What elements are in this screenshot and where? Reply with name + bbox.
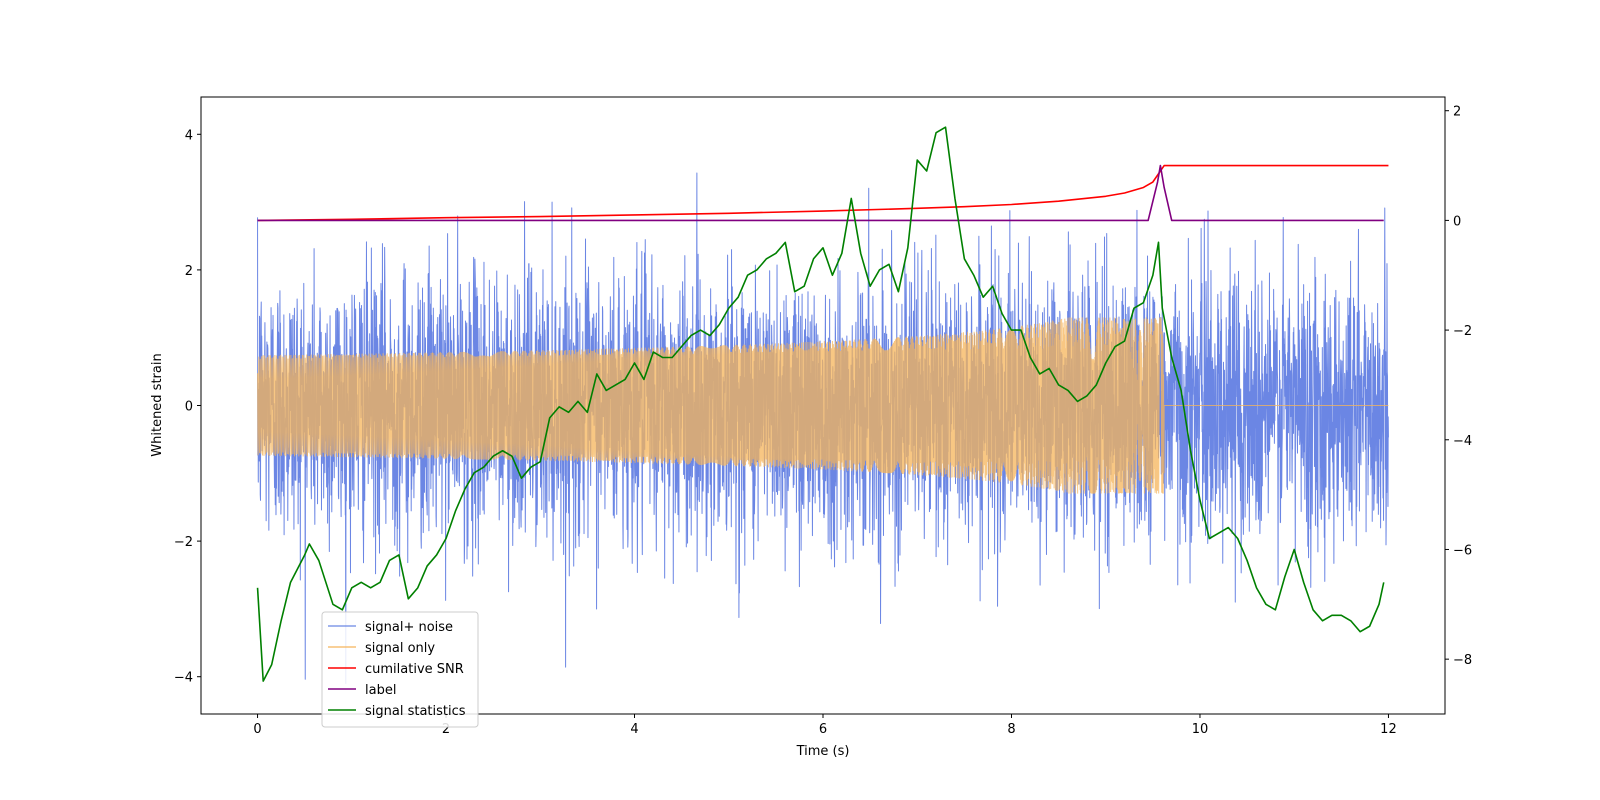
legend-label: signal only — [365, 641, 435, 656]
y2-tick-label: −6 — [1453, 543, 1472, 558]
y-tick-label: 0 — [185, 400, 193, 415]
series-signal-statistics — [256, 126, 1385, 682]
x-tick-label: 6 — [819, 722, 827, 737]
y2-tick-label: −8 — [1453, 653, 1472, 668]
legend-label: signal+ noise — [365, 620, 453, 635]
y2-tick-label: −2 — [1453, 324, 1472, 339]
x-axis: 0 2 4 6 8 10 12 — [253, 714, 1397, 737]
y2-tick-label: −4 — [1453, 434, 1472, 449]
y2-tick-label: 2 — [1453, 105, 1461, 120]
y-tick-label: 2 — [185, 264, 193, 279]
x-tick-label: 0 — [253, 722, 261, 737]
y-axis-title: Whitened strain — [150, 353, 165, 456]
legend: signal+ noise signal only cumilative SNR la… — [321, 611, 479, 728]
y2-tick-label: 0 — [1453, 214, 1461, 229]
x-tick-label: 10 — [1192, 722, 1209, 737]
y-tick-label: 4 — [185, 128, 193, 143]
x-axis-title: Time (s) — [796, 744, 850, 759]
y-axis-left: −4 −2 0 2 4 — [174, 128, 201, 686]
series-signal-only — [257, 316, 1389, 494]
series-cumilative-snr — [257, 164, 1389, 222]
y-tick-label: −2 — [174, 535, 193, 550]
legend-box — [321, 611, 479, 728]
y-tick-label: −4 — [174, 671, 193, 686]
y-axis-right: −8 −6 −4 −2 0 2 — [1445, 105, 1472, 668]
x-tick-label: 2 — [442, 722, 450, 737]
legend-label: signal statistics — [365, 704, 466, 719]
legend-label: label — [365, 683, 396, 698]
x-tick-label: 8 — [1007, 722, 1015, 737]
legend-label: cumilative SNR — [365, 662, 464, 677]
x-tick-label: 4 — [630, 722, 638, 737]
series-layer — [256, 126, 1389, 684]
x-tick-label: 12 — [1380, 722, 1397, 737]
series-label — [257, 164, 1384, 222]
